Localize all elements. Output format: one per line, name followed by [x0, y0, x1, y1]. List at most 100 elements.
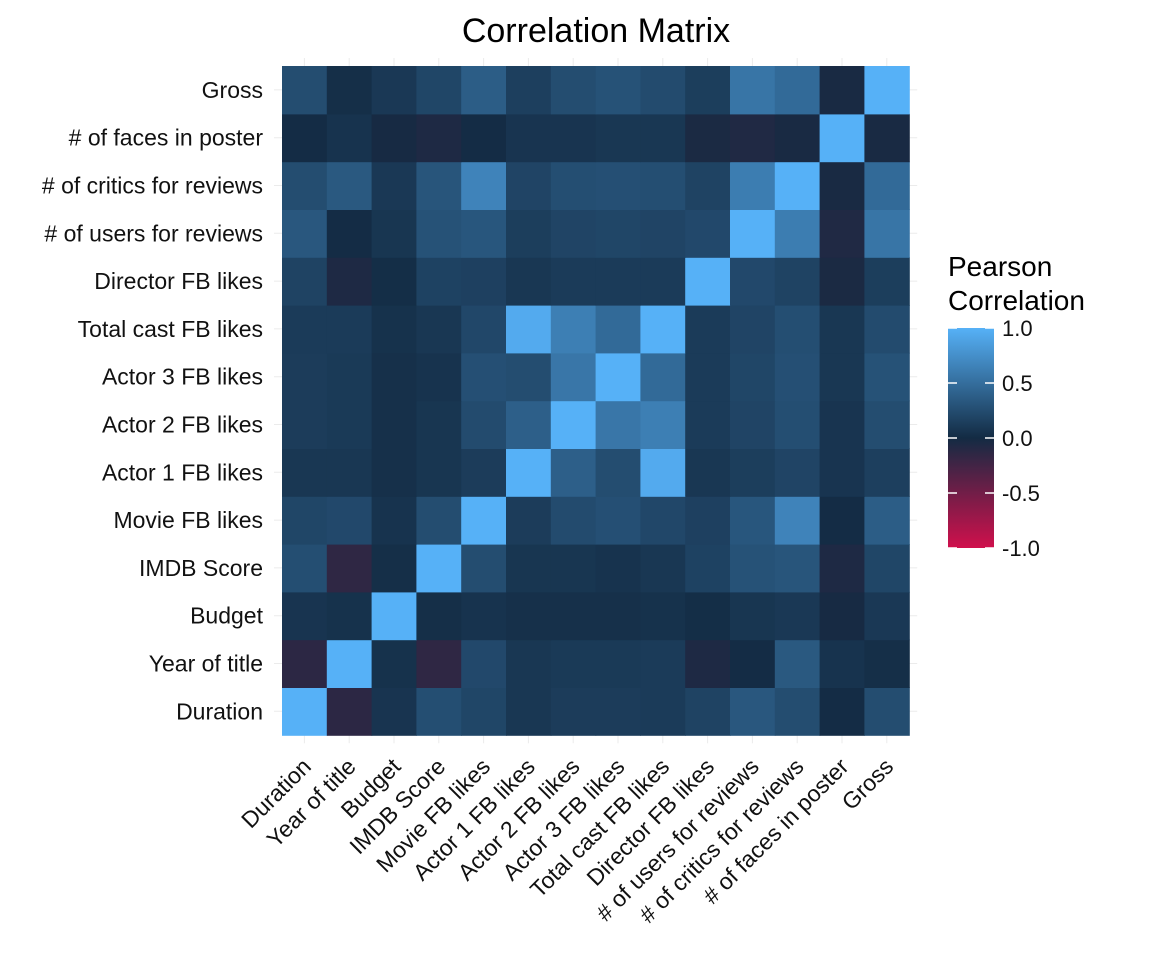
- heatmap-cell: [730, 639, 776, 688]
- heatmap-cell: [416, 687, 462, 736]
- heatmap-cell: [774, 257, 821, 306]
- heatmap-cell: [326, 161, 373, 210]
- heatmap-cell: [774, 496, 821, 545]
- heatmap-cell: [326, 639, 373, 688]
- heatmap-cell: [371, 66, 417, 115]
- y-tick-label: # of critics for reviews: [42, 173, 263, 199]
- heatmap-cell: [371, 687, 417, 736]
- heatmap-cell: [282, 496, 328, 545]
- heatmap-cell: [730, 161, 776, 210]
- heatmap-cell: [595, 448, 641, 497]
- heatmap-cell: [730, 687, 776, 736]
- heatmap-cell: [550, 161, 597, 210]
- heatmap-cell: [595, 544, 641, 593]
- heatmap-cell: [326, 66, 373, 115]
- y-tick-label: Director FB likes: [94, 268, 263, 294]
- heatmap-cell: [640, 448, 686, 497]
- legend-label: 1.0: [1002, 316, 1033, 341]
- heatmap-cell: [819, 352, 865, 402]
- y-axis-tick-labels: Duration Year of title Budget IMDB Score Mov…: [42, 77, 264, 724]
- y-tick-label: Actor 2 FB likes: [102, 412, 263, 438]
- heatmap-cell: [506, 161, 552, 210]
- heatmap-cell: [326, 448, 373, 497]
- heatmap-cell: [506, 639, 552, 688]
- heatmap-cell: [730, 496, 776, 545]
- heatmap-cell: [685, 687, 731, 736]
- heatmap-cell: [640, 209, 686, 258]
- legend: Pearson Correlation 1.0 0.5 0.0 -0.5 -1.0: [948, 251, 1085, 561]
- heatmap-cell: [685, 352, 731, 402]
- heatmap-cell: [550, 305, 597, 354]
- heatmap-cell: [685, 496, 731, 545]
- heatmap-cell: [326, 352, 373, 402]
- y-tick-label: # of users for reviews: [44, 220, 263, 246]
- heatmap-cell: [550, 687, 597, 736]
- heatmap-cell: [640, 113, 686, 163]
- heatmap-cell: [819, 687, 865, 736]
- heatmap-cell: [326, 544, 373, 593]
- heatmap-cell: [282, 448, 328, 497]
- heatmap-cell: [640, 591, 686, 641]
- heatmap-cell: [864, 591, 910, 641]
- heatmap-cell: [282, 544, 328, 593]
- heatmap-cell: [416, 352, 462, 402]
- heatmap-cell: [416, 544, 462, 593]
- heatmap-cell: [371, 400, 417, 449]
- heatmap-cell: [371, 209, 417, 258]
- heatmap-cell: [864, 113, 910, 163]
- heatmap-cell: [730, 400, 776, 449]
- heatmap-cell: [595, 591, 641, 641]
- heatmap-cell: [550, 448, 597, 497]
- heatmap-cell: [819, 257, 865, 306]
- heatmap-cell: [730, 257, 776, 306]
- heatmap-cell: [640, 66, 686, 115]
- heatmap-cell: [371, 544, 417, 593]
- heatmap-cell: [506, 305, 552, 354]
- heatmap-cell: [506, 209, 552, 258]
- heatmap-cell: [416, 257, 462, 306]
- heatmap-cell: [730, 448, 776, 497]
- heatmap-cell: [371, 496, 417, 545]
- heatmap-cell: [461, 352, 507, 402]
- heatmap-cell: [640, 257, 686, 306]
- heatmap-cell: [461, 161, 507, 210]
- heatmap-cell: [416, 209, 462, 258]
- heatmap-cell: [371, 352, 417, 402]
- heatmap-cell: [371, 305, 417, 354]
- heatmap-cell: [640, 687, 686, 736]
- heatmap-cell: [506, 113, 552, 163]
- x-tick-label: Gross: [837, 753, 899, 815]
- heatmap-cell: [640, 544, 686, 593]
- y-tick-label: IMDB Score: [139, 555, 263, 581]
- heatmap-cell: [461, 687, 507, 736]
- y-tick-label: Duration: [176, 698, 263, 724]
- heatmap-cell: [819, 400, 865, 449]
- heatmap-cell: [595, 687, 641, 736]
- heatmap-cell: [774, 352, 821, 402]
- y-tick-label: Budget: [190, 603, 264, 629]
- heatmap-cell: [640, 352, 686, 402]
- heatmap-cell: [371, 113, 417, 163]
- heatmap-cell: [371, 257, 417, 306]
- heatmap-cell: [506, 496, 552, 545]
- heatmap-cell: [774, 448, 821, 497]
- heatmap-cell: [461, 544, 507, 593]
- heatmap-cell: [282, 257, 328, 306]
- heatmap-cell: [506, 448, 552, 497]
- heatmap-cell: [640, 161, 686, 210]
- heatmap-cell: [864, 448, 910, 497]
- heatmap-cell: [416, 113, 462, 163]
- heatmap-cell: [550, 113, 597, 163]
- heatmap-cell: [685, 591, 731, 641]
- y-tick-label: Actor 1 FB likes: [102, 459, 263, 485]
- heatmap-cell: [864, 209, 910, 258]
- heatmap-cell: [326, 687, 373, 736]
- legend-label: 0.0: [1002, 426, 1033, 451]
- heatmap-cell: [819, 209, 865, 258]
- heatmap-cell: [282, 66, 328, 115]
- legend-label: -0.5: [1002, 481, 1040, 506]
- heatmap-cell: [730, 305, 776, 354]
- heatmap-cell: [864, 66, 910, 115]
- y-tick-label: # of faces in poster: [69, 125, 264, 151]
- heatmap-cell: [595, 66, 641, 115]
